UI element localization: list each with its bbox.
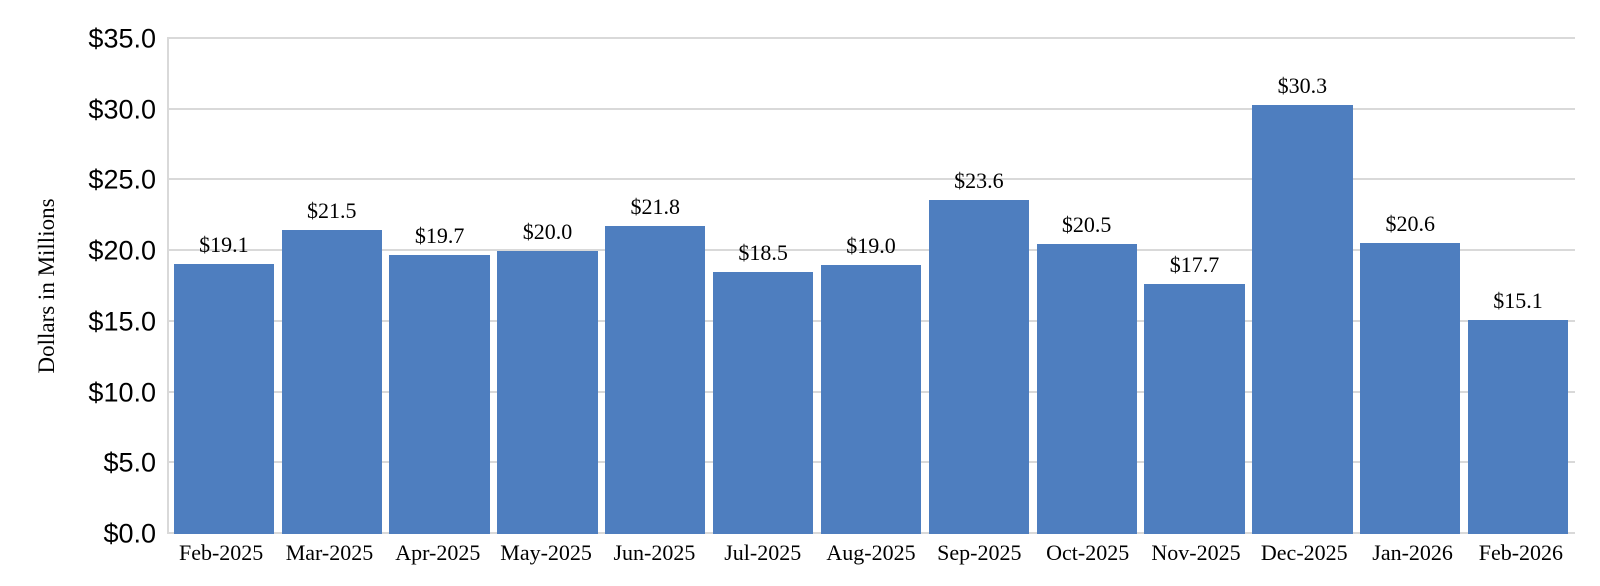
bar (820, 265, 922, 534)
bar-slot: $19.1 (170, 39, 278, 534)
bar (605, 225, 706, 534)
y-tick-label: $35.0 (88, 23, 156, 54)
bar (1252, 105, 1353, 534)
bar-value-label: $20.6 (1385, 210, 1435, 236)
x-tick-label: Aug-2025 (826, 540, 916, 565)
y-tick-label: $30.0 (88, 94, 156, 125)
bar-value-label: $15.1 (1493, 288, 1543, 314)
bar-value-label: $19.7 (414, 223, 465, 249)
bar-value-label: $18.5 (738, 240, 788, 266)
x-tick-label: Jun-2025 (613, 540, 696, 565)
y-axis-tick-labels: $0.0 $5.0 $10.0 $15.0 $20.0 $25.0 $30.0 $35.0 (0, 25, 156, 547)
bar-value-label: $21.5 (307, 197, 357, 223)
bar (1360, 242, 1461, 534)
bar (1144, 283, 1245, 534)
bar (389, 255, 490, 534)
bar-value-label: $30.3 (1277, 73, 1328, 99)
x-tick-label: Jul-2025 (724, 540, 802, 565)
gridline-25 (167, 178, 1575, 181)
bar (1036, 244, 1137, 534)
x-tick-label: Mar-2025 (285, 540, 374, 565)
bar (281, 229, 382, 534)
x-tick-label: Apr-2025 (395, 540, 481, 565)
y-tick-label: $20.0 (88, 235, 156, 266)
bar-slot: $15.1 (1464, 39, 1572, 534)
bar-slot: $30.3 (1248, 39, 1356, 534)
bar-slot: $23.6 (925, 39, 1033, 534)
y-tick-label: $10.0 (88, 377, 156, 408)
bar-value-label: $20.0 (522, 219, 573, 245)
bar-value-label: $17.7 (1169, 251, 1220, 277)
plot-area: $19.1 $21.5 $19.7 $20.0 $21.8 $18.5 $19.0 $23.6… (167, 37, 1575, 534)
bar (1467, 320, 1569, 534)
x-tick-label: Nov-2025 (1151, 540, 1241, 565)
bar-slot: $19.7 (386, 39, 494, 534)
gridline-35 (167, 37, 1575, 39)
x-tick-label: Feb-2026 (1478, 540, 1564, 565)
x-tick-label: Oct-2025 (1046, 540, 1130, 565)
x-axis-labels: Feb-2025 Mar-2025 Apr-2025 May-2025 Jun-2025… (167, 540, 1575, 565)
x-tick-label: May-2025 (500, 540, 592, 565)
y-tick-label: $25.0 (88, 164, 156, 195)
x-tick-label: Jan-2026 (1372, 540, 1453, 565)
bars-container: $19.1 $21.5 $19.7 $20.0 $21.8 $18.5 $19.0 $23.6… (167, 39, 1575, 534)
y-axis-line (167, 39, 169, 534)
bar-slot: $20.6 (1356, 39, 1464, 534)
gridline-30 (167, 107, 1575, 110)
bar-slot: $17.7 (1141, 39, 1249, 534)
bar-slot: $21.5 (278, 39, 386, 534)
bar-value-label: $19.1 (199, 231, 249, 257)
y-tick-label: $0.0 (103, 518, 156, 549)
bar (713, 272, 814, 534)
bar-value-label: $21.8 (630, 193, 681, 219)
bar-value-label: $19.0 (846, 233, 896, 259)
y-tick-label: $15.0 (88, 306, 156, 337)
bar (173, 263, 275, 534)
bar-slot: $20.0 (494, 39, 602, 534)
x-tick-label: Feb-2025 (178, 540, 264, 565)
x-tick-label: Dec-2025 (1260, 540, 1348, 565)
bar (928, 200, 1029, 534)
gridline-20 (167, 249, 1575, 252)
bar-slot: $19.0 (817, 39, 925, 534)
bar-slot: $18.5 (709, 39, 817, 534)
bar-value-label: $20.5 (1061, 212, 1112, 238)
y-tick-label: $5.0 (103, 447, 156, 478)
x-tick-label: Sep-2025 (937, 540, 1022, 565)
bar-slot: $20.5 (1033, 39, 1141, 534)
bar (497, 251, 598, 534)
bar-slot: $21.8 (601, 39, 709, 534)
bar-value-label: $23.6 (954, 168, 1004, 194)
